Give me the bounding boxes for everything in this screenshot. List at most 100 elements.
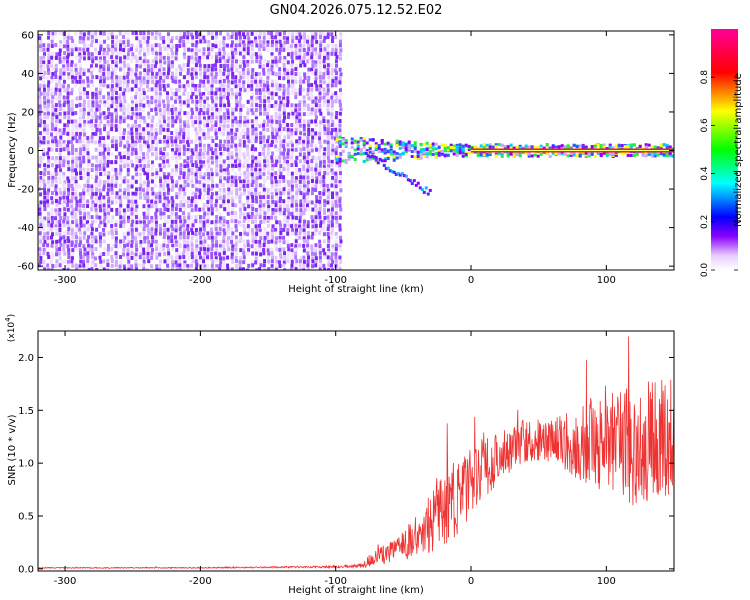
spectrogram-noise-cell <box>226 128 230 133</box>
spectrogram-noise-cell <box>47 43 51 48</box>
spectrogram-signal-cell <box>665 153 669 157</box>
spectrogram-signal-cell <box>533 146 537 150</box>
spectrogram-noise-cell <box>50 132 54 137</box>
spectrogram-noise-cell <box>82 171 86 176</box>
spectrogram-noise-cell <box>294 267 298 270</box>
spectrogram-noise-cell <box>318 96 322 101</box>
spectrogram-noise-cell <box>90 127 94 132</box>
spectrogram-noise-cell <box>286 152 290 157</box>
spectrogram-noise-cell <box>122 239 126 244</box>
spectrogram-signal-cell <box>419 148 423 152</box>
spectrogram-noise-cell <box>287 183 291 188</box>
spectrogram-noise-cell <box>295 111 299 116</box>
spectrogram-noise-cell <box>338 167 342 172</box>
spectrogram-noise-cell <box>191 196 195 201</box>
spectrogram-noise-cell <box>223 163 227 168</box>
spectrogram-noise-cell <box>198 143 202 148</box>
spectrogram-noise-cell <box>294 88 298 93</box>
spectrogram-noise-cell <box>218 239 222 244</box>
spectrogram-noise-cell <box>210 119 214 124</box>
spectrogram-signal-cell <box>341 159 345 163</box>
spectrogram-noise-cell <box>167 119 171 124</box>
spectrogram-noise-cell <box>42 108 46 113</box>
spectrogram-noise-cell <box>230 47 234 52</box>
spectrogram-noise-cell <box>174 151 178 156</box>
spectrogram-noise-cell <box>78 91 82 96</box>
spectrogram-noise-cell <box>218 87 222 92</box>
spectrogram-signal-cell <box>482 145 486 149</box>
spectrogram-noise-cell <box>186 127 190 132</box>
spectrogram-noise-cell <box>46 47 50 52</box>
spectrogram-noise-cell <box>150 243 154 248</box>
spectrogram-noise-cell <box>115 99 119 104</box>
spectrogram-noise-cell <box>226 171 230 176</box>
spectrogram-noise-cell <box>142 31 146 36</box>
spectrogram-noise-cell <box>246 75 250 80</box>
spectrogram-noise-cell <box>322 220 326 225</box>
spectrogram-noise-cell <box>146 144 150 149</box>
spectrogram-noise-cell <box>254 112 258 117</box>
spectrogram-noise-cell <box>47 255 51 260</box>
spectrogram-noise-cell <box>127 259 131 264</box>
spectrogram-noise-cell <box>102 203 106 208</box>
spectrogram-noise-cell <box>215 215 219 220</box>
spectrogram-noise-cell <box>194 75 198 80</box>
spectrogram-noise-cell <box>222 203 226 208</box>
spectrogram-noise-cell <box>314 171 318 176</box>
spectrogram-noise-cell <box>339 72 343 77</box>
spectrogram-signal-cell <box>455 143 459 147</box>
spectrogram-noise-cell <box>286 96 290 101</box>
spectrogram-noise-cell <box>102 195 106 200</box>
spectrogram-noise-cell <box>131 143 135 148</box>
spectrogram-noise-cell <box>282 127 286 132</box>
spectrogram-noise-cell <box>270 119 274 124</box>
spectrogram-noise-cell <box>47 80 51 85</box>
spectrogram-noise-cell <box>99 159 103 164</box>
spectrogram-noise-cell <box>283 124 287 129</box>
spectrogram-noise-cell <box>66 91 70 96</box>
spectrogram-noise-cell <box>310 71 314 76</box>
spectrogram-noise-cell <box>327 224 331 229</box>
spectrogram-noise-cell <box>286 115 290 120</box>
spectrogram-noise-cell <box>330 183 334 188</box>
spectrogram-noise-cell <box>234 59 238 64</box>
spectrogram-noise-cell <box>134 107 138 112</box>
spectrogram-noise-cell <box>203 247 207 252</box>
spectrogram-noise-cell <box>98 107 102 112</box>
spectrogram-noise-cell <box>278 183 282 188</box>
spectrogram-signal-cell <box>338 135 342 139</box>
spectrogram-noise-cell <box>286 71 290 76</box>
spectrogram-noise-cell <box>58 128 62 133</box>
spectrogram-noise-cell <box>66 195 70 200</box>
spectrogram-noise-cell <box>87 99 91 104</box>
spectrogram-noise-cell <box>191 59 195 64</box>
spectrogram-noise-cell <box>239 248 243 253</box>
spectrogram-x-tick-label: -200 <box>189 275 212 286</box>
spectrogram-noise-cell <box>338 255 342 260</box>
spectrogram-noise-cell <box>211 239 215 244</box>
spectrogram-noise-cell <box>287 252 291 257</box>
spectrogram-noise-cell <box>43 100 47 105</box>
spectrogram-noise-cell <box>258 204 262 209</box>
spectrogram-noise-cell <box>334 115 338 120</box>
spectrogram-noise-cell <box>126 236 130 241</box>
spectrogram-noise-cell <box>326 60 330 65</box>
spectrogram-noise-cell <box>158 264 162 269</box>
spectrogram-signal-cell <box>602 145 606 149</box>
spectrogram-noise-cell <box>78 267 82 270</box>
spectrogram-noise-cell <box>107 31 111 36</box>
spectrogram-noise-cell <box>139 179 143 184</box>
spectrogram-noise-cell <box>79 108 83 113</box>
spectrogram-noise-cell <box>259 220 263 225</box>
spectrogram-noise-cell <box>202 220 206 225</box>
spectrogram-noise-cell <box>214 63 218 68</box>
spectrogram-noise-cell <box>106 67 110 72</box>
spectrogram-noise-cell <box>127 48 131 53</box>
spectrogram-noise-cell <box>171 104 175 109</box>
spectrogram-noise-cell <box>179 31 183 36</box>
spectrogram-noise-cell <box>306 255 310 260</box>
spectrogram-noise-cell <box>338 115 342 120</box>
spectrogram-noise-cell <box>114 139 118 144</box>
spectrogram-noise-cell <box>239 87 243 92</box>
spectrogram-noise-cell <box>203 64 207 69</box>
